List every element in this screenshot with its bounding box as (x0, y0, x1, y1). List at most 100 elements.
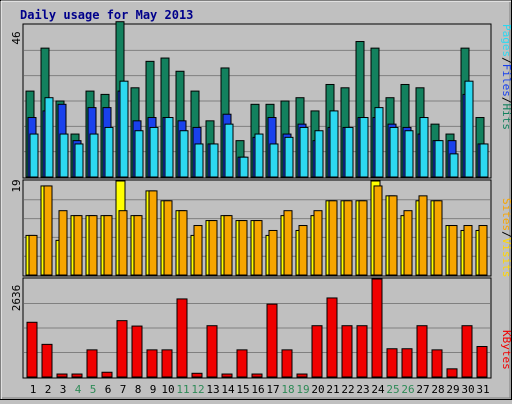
visits-bar (463, 225, 473, 276)
kbytes-bar (281, 349, 293, 378)
x-tick-label: 24 (371, 383, 385, 396)
hits-legend: Pages/Files/Hits (500, 24, 512, 130)
pages-bar (44, 97, 54, 178)
kbytes-bar (161, 349, 173, 378)
x-tick-label: 14 (221, 383, 235, 396)
kbytes-bar (476, 346, 488, 378)
x-tick-label: 3 (60, 383, 67, 396)
pages-bar (374, 107, 384, 178)
pages-bar (239, 156, 249, 178)
x-tick-label: 7 (120, 383, 127, 396)
x-tick-label: 23 (356, 383, 369, 396)
legend-sep-1: / (500, 57, 512, 64)
visits-bar (208, 220, 218, 276)
kbytes-ymax-label: 2636 (10, 285, 23, 312)
kbytes-bar (86, 349, 98, 378)
x-tick-label: 21 (326, 383, 339, 396)
legend-files: Files (500, 64, 512, 97)
x-tick-label: 15 (236, 383, 249, 396)
pages-bar (179, 130, 189, 178)
x-tick-label: 31 (476, 383, 489, 396)
visits-bar (358, 200, 368, 276)
kbytes-legend: KBytes (500, 330, 512, 370)
pages-bar (284, 136, 294, 178)
visits-bar (283, 210, 293, 276)
visits-bar (223, 215, 233, 276)
kbytes-bar (326, 297, 338, 378)
kbytes-bar (461, 325, 473, 378)
visits-bar (178, 210, 188, 276)
x-tick-label: 5 (90, 383, 97, 396)
kbytes-bar (71, 373, 83, 378)
kbytes-bar (356, 325, 368, 378)
pages-bar (299, 126, 309, 178)
pages-bar (59, 133, 69, 178)
kbytes-bar (266, 303, 278, 378)
pages-bar (134, 130, 144, 178)
kbytes-bar (146, 349, 158, 378)
visits-bar (133, 215, 143, 276)
visits-bar (313, 210, 323, 276)
kbytes-bars (26, 278, 488, 378)
pages-bar (149, 126, 159, 178)
visits-bar (253, 220, 263, 276)
pages-bar (404, 130, 414, 178)
x-tick-label: 17 (266, 383, 279, 396)
pages-bar (359, 117, 369, 178)
kbytes-bar (236, 349, 248, 378)
kbytes-bar (206, 325, 218, 378)
visits-bar (433, 200, 443, 276)
kbytes-bar (401, 348, 413, 378)
x-tick-label: 20 (311, 383, 324, 396)
kbytes-bar (41, 343, 53, 378)
visits-bar (388, 195, 398, 276)
kbytes-bar (371, 278, 383, 378)
kbytes-bar (446, 368, 458, 378)
x-tick-label: 28 (431, 383, 444, 396)
visits-bar (403, 210, 413, 276)
x-tick-label: 2 (45, 383, 52, 396)
visits-bar (118, 210, 128, 276)
kbytes-bar (251, 373, 263, 378)
x-tick-label: 1 (30, 383, 37, 396)
pages-bar (329, 110, 339, 178)
hits-ymax-label: 46 (10, 31, 23, 44)
kbytes-bar (101, 371, 113, 378)
x-tick-label: 25 (386, 383, 399, 396)
pages-bar (29, 133, 39, 178)
visits-bar (373, 185, 383, 276)
x-tick-label: 18 (281, 383, 294, 396)
pages-bar (479, 143, 489, 178)
visits-ymax-label: 19 (10, 179, 23, 192)
hits-files-pages-bars (25, 21, 489, 178)
pages-bar (89, 133, 99, 178)
pages-bar (209, 143, 219, 178)
pages-bar (74, 143, 84, 178)
pages-bar (164, 117, 174, 178)
x-tick-label: 12 (191, 383, 204, 396)
visits-bar (448, 225, 458, 276)
sites-visits-bars (25, 180, 488, 276)
visits-bar (88, 215, 98, 276)
kbytes-bar (341, 325, 353, 378)
visits-bar (28, 234, 38, 276)
kbytes-bar (311, 325, 323, 378)
x-tick-label: 16 (251, 383, 264, 396)
kbytes-bar (431, 349, 443, 378)
visits-bar (163, 200, 173, 276)
pages-bar (254, 133, 264, 178)
pages-bar (344, 126, 354, 178)
x-axis-labels: 1 2 3 4 5 6 7 8 9 10 11 12 13 14 15 16 17 18 19 20 21 22 23 24 2… (30, 383, 490, 396)
x-tick-label: 19 (296, 383, 309, 396)
x-tick-label: 13 (206, 383, 219, 396)
kbytes-bar (56, 373, 68, 378)
pages-bar (194, 143, 204, 178)
visits-bar (418, 195, 428, 276)
visits-bar (478, 225, 488, 276)
pages-bar (314, 130, 324, 178)
pages-bar (419, 117, 429, 178)
visits-bar (328, 200, 338, 276)
legend-hits: Hits (500, 104, 512, 131)
